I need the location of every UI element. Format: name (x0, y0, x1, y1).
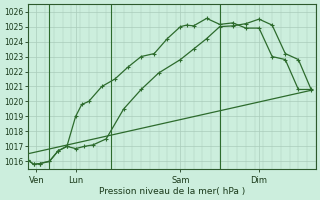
X-axis label: Pression niveau de la mer( hPa ): Pression niveau de la mer( hPa ) (99, 187, 245, 196)
